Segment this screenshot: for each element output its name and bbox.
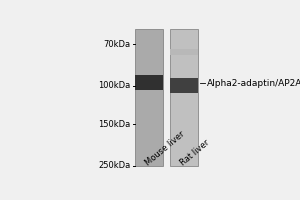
Text: 70kDa: 70kDa bbox=[103, 40, 130, 49]
Bar bbox=[170, 49, 198, 55]
Text: Rat liver: Rat liver bbox=[178, 138, 211, 167]
Text: 150kDa: 150kDa bbox=[98, 120, 130, 129]
Bar bbox=[170, 78, 198, 93]
Text: Alpha2-adaptin/AP2A2: Alpha2-adaptin/AP2A2 bbox=[207, 79, 300, 88]
Bar bbox=[135, 29, 163, 166]
Bar bbox=[170, 29, 198, 166]
Text: 100kDa: 100kDa bbox=[98, 81, 130, 90]
Bar bbox=[135, 75, 163, 90]
Text: Mouse liver: Mouse liver bbox=[143, 129, 186, 167]
Text: 250kDa: 250kDa bbox=[98, 161, 130, 170]
